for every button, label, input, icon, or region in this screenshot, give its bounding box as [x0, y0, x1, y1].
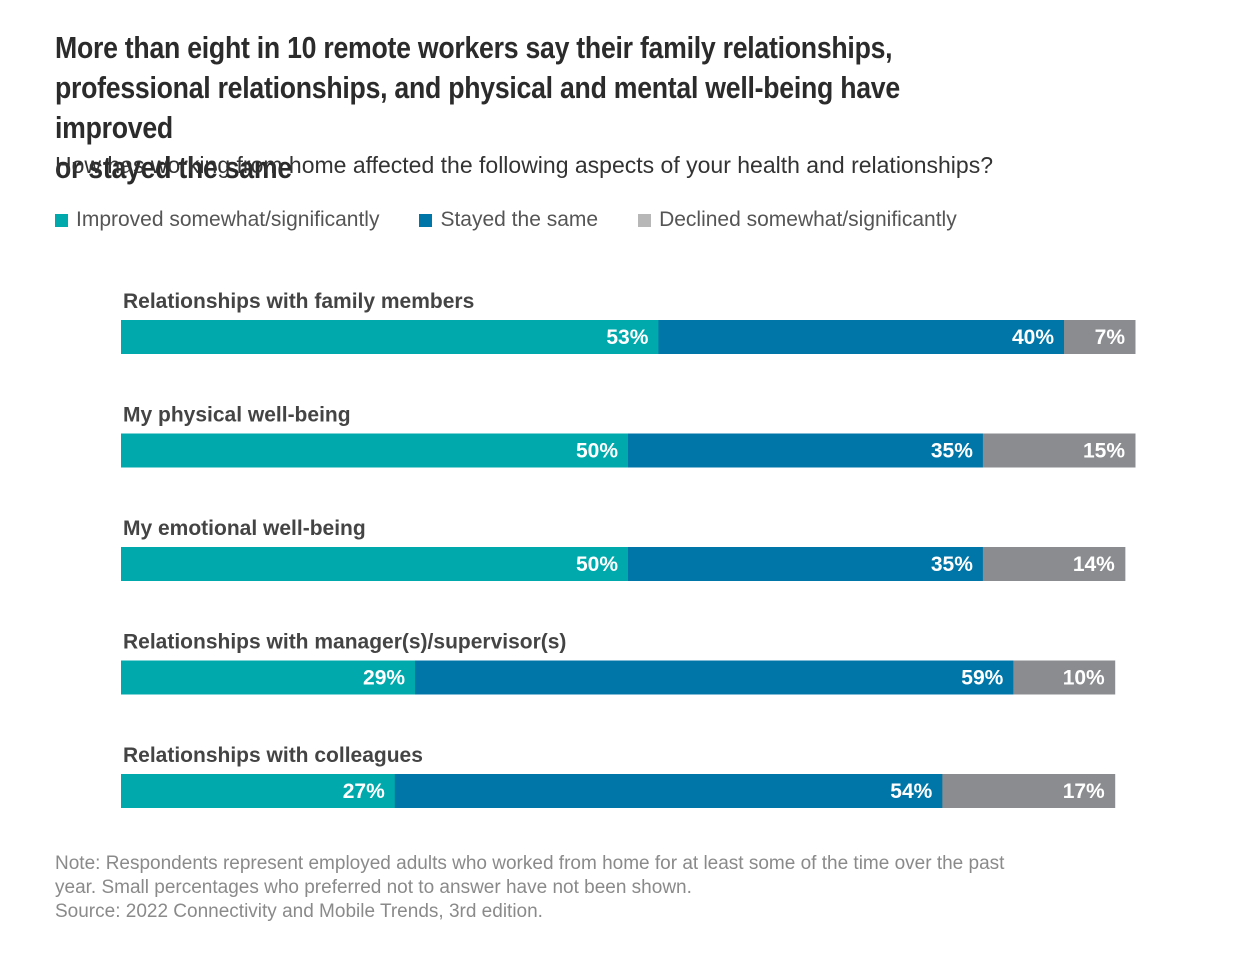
legend-swatch-improved [55, 213, 68, 227]
chart-title-line: professional relationships, and physical… [55, 70, 900, 145]
category-label: Relationships with family members [123, 290, 474, 313]
bar-segment-declined [982, 547, 1126, 581]
data-label: 50% [576, 440, 618, 463]
bar-segment-declined [942, 774, 1116, 808]
legend-label: Stayed the same [440, 208, 599, 231]
data-label: 53% [606, 326, 648, 349]
bar-segment-declined [1064, 320, 1136, 354]
data-label: 40% [1012, 326, 1054, 349]
category-label: My emotional well-being [123, 517, 366, 540]
chart-title-line: or stayed the same [55, 150, 292, 185]
category-label: My physical well-being [123, 404, 351, 427]
bar-segment-improved [121, 433, 629, 468]
data-label: 35% [931, 440, 973, 463]
data-label: 59% [961, 667, 1003, 690]
chart-footnote: Note: Respondents represent employed adu… [55, 852, 1155, 924]
data-label: 29% [363, 667, 405, 690]
legend-label: Improved somewhat/significantly [76, 208, 380, 231]
chart-title-line: More than eight in 10 remote workers say… [55, 30, 893, 65]
data-label: 14% [1073, 553, 1115, 576]
chart-title: More than eight in 10 remote workers say… [55, 28, 1018, 188]
data-label: 7% [1095, 326, 1126, 349]
bar-segment-improved [121, 660, 416, 695]
data-label: 15% [1083, 440, 1125, 463]
bar-segment-declined [1013, 660, 1116, 695]
chart-subtitle: How has working from home affected the f… [55, 152, 993, 178]
data-label: 50% [576, 553, 618, 576]
bar-segment-improved [121, 774, 396, 808]
bar-segment-declined [982, 433, 1136, 468]
legend-swatch-declined [638, 213, 652, 227]
data-label: 10% [1063, 667, 1105, 690]
stacked-bar-chart: Relationships with family members 53% 40% 7… [121, 290, 1136, 808]
bar-segment-improved [121, 547, 629, 581]
bar-segment-same [658, 320, 1065, 354]
chart-legend: Improved somewhat/significantly Stayed t… [55, 208, 997, 232]
bar-segment-same [415, 660, 1014, 695]
data-label: 54% [890, 780, 932, 803]
legend-item-same: Stayed the same [419, 208, 598, 232]
data-label: 17% [1063, 780, 1105, 803]
data-label: 27% [343, 780, 385, 803]
legend-swatch-same [419, 213, 433, 227]
footnote-line: Note: Respondents represent employed adu… [55, 853, 1005, 874]
legend-label: Declined somewhat/significantly [659, 208, 957, 231]
source-line: Source: 2022 Connectivity and Mobile Tre… [55, 901, 543, 922]
footnote-line: year. Small percentages who preferred no… [55, 877, 692, 898]
legend-item-improved: Improved somewhat/significantly [55, 208, 379, 232]
bar-segment-same [628, 433, 984, 468]
category-label: Relationships with manager(s)/supervisor… [123, 631, 566, 654]
legend-item-declined: Declined somewhat/significantly [638, 208, 957, 232]
bar-segment-same [394, 774, 943, 808]
bar-segment-improved [121, 320, 659, 354]
category-label: Relationships with colleagues [123, 744, 423, 767]
bar-segment-same [628, 547, 984, 581]
data-label: 35% [931, 553, 973, 576]
